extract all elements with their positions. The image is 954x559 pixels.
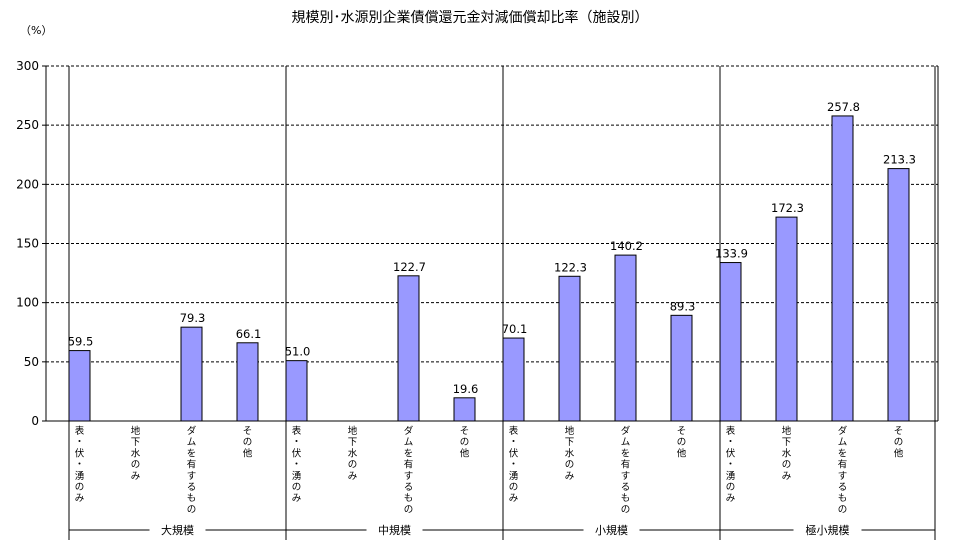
bar bbox=[558, 275, 581, 422]
category-label: 表・伏・湧のみ bbox=[75, 425, 85, 504]
category-label: 地下水のみ bbox=[565, 425, 575, 482]
bar bbox=[775, 216, 798, 422]
bar bbox=[719, 262, 742, 422]
group-label: 小規模 bbox=[595, 523, 628, 537]
chart-title: 規模別･水源別企業債償還元金対減価償却比率（施設別） bbox=[292, 9, 649, 26]
data-label: 79.3 bbox=[180, 311, 206, 325]
category-label: 表・伏・湧のみ bbox=[726, 425, 736, 504]
data-label: 172.3 bbox=[771, 201, 804, 215]
y-axis-unit: （%） bbox=[20, 24, 52, 37]
group-label: 中規模 bbox=[378, 523, 411, 537]
category-label: ダムを有するもの bbox=[621, 425, 631, 515]
category-label: ダムを有するもの bbox=[187, 425, 197, 515]
category-label: 地下水のみ bbox=[348, 425, 358, 482]
data-label: 122.3 bbox=[554, 260, 587, 274]
y-tick-label: 200 bbox=[16, 177, 39, 191]
category-label: その他 bbox=[243, 426, 253, 459]
bar bbox=[180, 326, 203, 422]
data-label: 133.9 bbox=[715, 247, 748, 261]
y-tick-label: 150 bbox=[16, 237, 39, 251]
data-label: 122.7 bbox=[393, 260, 426, 274]
bar bbox=[502, 337, 525, 422]
data-label: 66.1 bbox=[236, 327, 262, 341]
category-label: 地下水のみ bbox=[131, 425, 141, 482]
data-label: 257.8 bbox=[827, 100, 860, 114]
bar bbox=[614, 254, 637, 422]
bar bbox=[453, 397, 476, 422]
category-label: その他 bbox=[677, 426, 687, 459]
data-label: 51.0 bbox=[285, 345, 311, 359]
y-tick-label: 100 bbox=[16, 296, 39, 310]
data-label: 70.1 bbox=[502, 322, 528, 336]
data-label: 19.6 bbox=[453, 382, 479, 396]
category-label: ダムを有するもの bbox=[404, 425, 414, 515]
data-label: 140.2 bbox=[610, 239, 643, 253]
bar bbox=[285, 360, 308, 422]
bar bbox=[397, 275, 420, 422]
group-label: 極小規模 bbox=[806, 523, 850, 537]
bar bbox=[831, 115, 854, 422]
data-label: 213.3 bbox=[883, 153, 916, 167]
category-label: 表・伏・湧のみ bbox=[509, 425, 519, 504]
category-label: その他 bbox=[894, 426, 904, 459]
y-tick-label: 0 bbox=[31, 414, 39, 428]
category-label: 地下水のみ bbox=[782, 425, 792, 482]
data-label: 89.3 bbox=[670, 299, 696, 313]
bar bbox=[68, 350, 91, 422]
plot-area: 0 50 100 150 200 250 300 59.5 表・伏・湧のみ 地下水のみ 79.3 ダム… bbox=[16, 59, 939, 540]
y-tick-label: 250 bbox=[16, 118, 39, 132]
bar bbox=[670, 314, 693, 422]
group-label: 大規模 bbox=[161, 523, 194, 537]
y-tick-label: 50 bbox=[24, 355, 39, 369]
bar bbox=[236, 342, 259, 422]
category-label: 表・伏・湧のみ bbox=[292, 425, 302, 504]
y-tick-label: 300 bbox=[16, 59, 39, 73]
bar bbox=[887, 168, 910, 422]
category-label: ダムを有するもの bbox=[838, 425, 848, 515]
category-label: その他 bbox=[460, 426, 470, 459]
data-label: 59.5 bbox=[68, 335, 94, 349]
